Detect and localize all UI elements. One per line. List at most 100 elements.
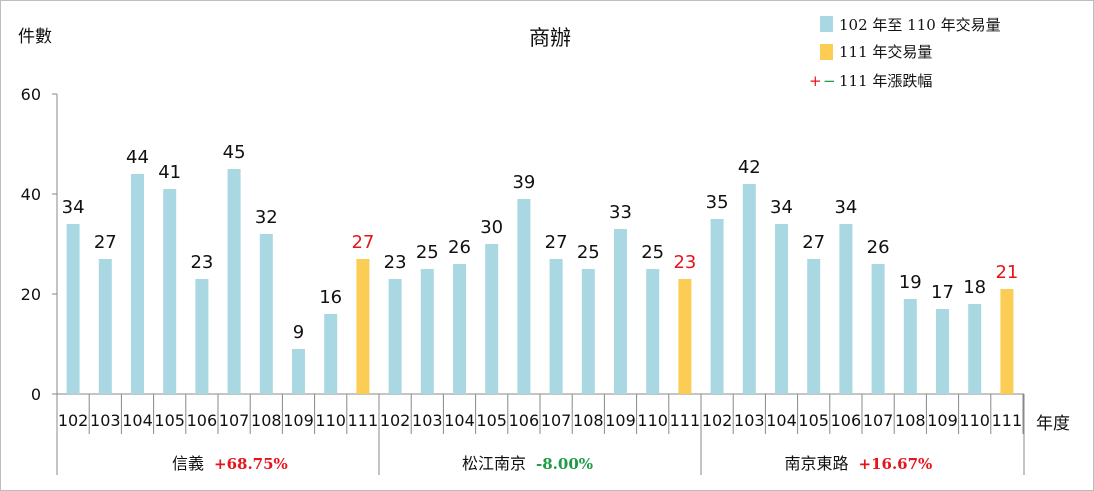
x-tick-label: 106 [187,411,218,430]
bar-value-label: 27 [802,232,825,253]
x-tick-label: 110 [959,411,990,430]
x-tick-label: 104 [122,411,153,430]
x-tick-label: 104 [444,411,475,430]
x-tick-label: 107 [863,411,894,430]
y-tick-label: 60 [21,85,41,104]
x-tick-label: 102 [380,411,411,430]
bars [66,169,1014,394]
legend-swatch-current [820,44,833,60]
bar [292,349,305,394]
bar-value-label: 23 [384,252,407,273]
x-tick-label: 109 [605,411,636,430]
bar [839,224,853,394]
legend-minus-sign: − [823,72,836,90]
bar [742,184,756,394]
bar [871,264,885,394]
group-change-label: +16.67% [859,455,933,473]
bar-value-label: 25 [416,242,439,263]
bar-value-label: 34 [770,197,793,218]
x-tick-label: 109 [283,411,314,430]
bar [549,259,563,394]
bar-value-label: 9 [293,322,304,343]
x-tick-label: 105 [798,411,829,430]
group-label: 信義 [172,454,204,473]
bar [259,234,273,394]
bar [420,269,434,394]
group-change-label: -8.00% [536,455,593,473]
bar-value-label: 45 [223,142,246,163]
bar-value-label: 34 [62,197,85,218]
bar [453,264,466,394]
y-axis-label: 件數 [18,27,52,47]
bar-value-label: 26 [867,237,890,258]
bar [1000,289,1014,394]
bar [485,244,499,394]
bar [968,304,982,394]
x-tick-label: 108 [573,411,604,430]
bar-value-label: 16 [319,287,342,308]
bar [710,219,724,394]
data-labels: 34 27 44 41 23 45 32 9 16 27 23 25 26 30 39 27 25 33 25 23 3… [62,142,1019,343]
bar [614,229,627,394]
chart-title: 商辦 [529,26,571,50]
bar-value-label: 25 [641,242,664,263]
x-tick-label: 111 [670,411,701,430]
x-axis-label: 年度 [1036,414,1070,434]
bar [388,279,402,394]
bar [936,309,949,394]
x-tick-label: 102 [702,411,733,430]
bar [131,174,144,394]
group-change-label: +68.75% [214,455,288,473]
legend-swatch-historical [820,16,833,32]
bar-value-label: 25 [577,242,600,263]
legend-plus-sign: + [809,72,822,90]
bar-value-label: 44 [126,147,149,168]
bar-value-label: 18 [963,277,986,298]
x-tick-label: 106 [831,411,862,430]
bar-value-label: 27 [545,232,568,253]
bar [163,189,177,394]
legend-label-current: 111 年交易量 [839,43,932,61]
bar-value-label: 19 [899,272,922,293]
bar [903,299,917,394]
x-tick-label: 105 [154,411,185,430]
bar-value-label: 17 [931,282,954,303]
legend: 102 年至 110 年交易量 111 年交易量 + − 111 年漲跌幅 [809,16,1001,90]
bar-value-label: 21 [995,262,1018,283]
bar [66,224,80,394]
bar [807,259,821,394]
bar [324,314,338,394]
x-tick-label: 110 [315,411,346,430]
x-tick-label: 103 [412,411,443,430]
x-tick-label: 109 [927,411,958,430]
bar [581,269,595,394]
bar-value-label: 33 [609,202,632,223]
bar [646,269,660,394]
bar-value-label: 39 [512,172,535,193]
group-label: 南京東路 [784,454,848,473]
bar-value-label: 27 [351,232,374,253]
x-tick-label: 111 [348,411,379,430]
x-tick-label: 111 [992,411,1023,430]
x-tick-label: 107 [541,411,572,430]
bar-value-label: 35 [706,192,729,213]
axes: 0 20 40 60 [21,85,1025,475]
bar [98,259,112,394]
bar-value-label: 27 [94,232,117,253]
x-tick-label: 102 [58,411,89,430]
x-tick-label: 107 [219,411,250,430]
y-tick-label: 20 [21,285,41,304]
x-tick-label: 105 [476,411,507,430]
bar [775,224,788,394]
x-tick-label: 103 [734,411,765,430]
x-tick-label: 110 [637,411,668,430]
bar-value-label: 41 [158,162,181,183]
bar [678,279,692,394]
bar-value-label: 23 [673,252,696,273]
legend-label-historical: 102 年至 110 年交易量 [839,16,1001,34]
bar [517,199,531,394]
bar-value-label: 32 [255,207,278,228]
bar-value-label: 23 [190,252,213,273]
